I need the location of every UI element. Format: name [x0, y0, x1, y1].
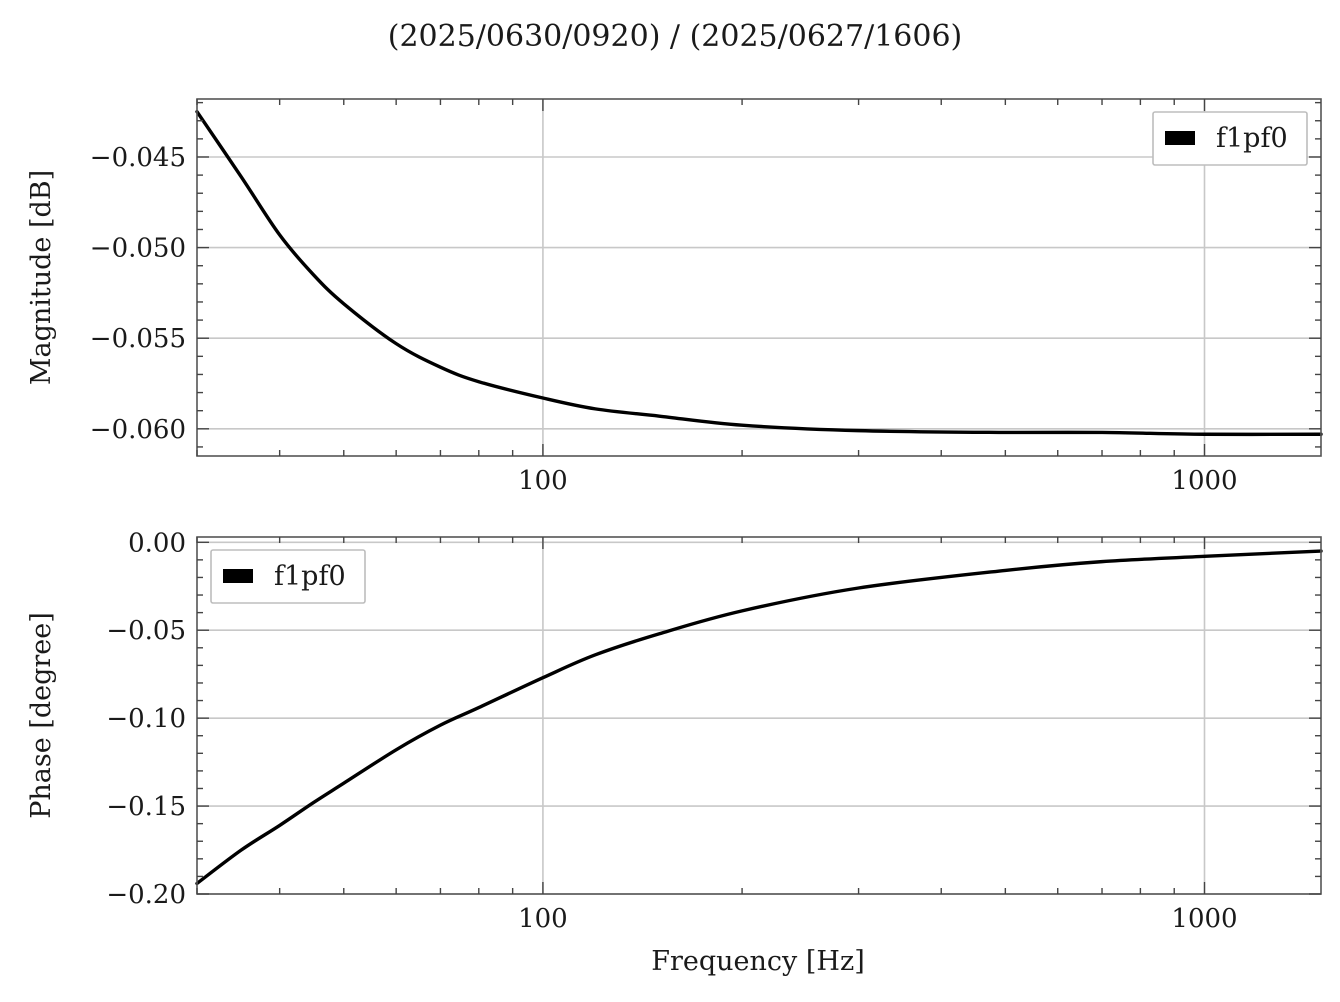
magnitude-x-tick-label: 1000 — [1171, 466, 1237, 496]
magnitude-legend-frame — [1152, 111, 1308, 166]
phase-y-axis-label: Phase [degree] — [26, 612, 57, 819]
phase-legend-label: f1pf0 — [274, 561, 346, 592]
phase-x-tick-label: 1000 — [1171, 904, 1237, 934]
phase-y-tick-label: −0.15 — [106, 792, 186, 822]
phase-axes-frame — [196, 536, 1322, 895]
magnitude-series — [195, 109, 1323, 437]
phase-series-line — [195, 549, 1323, 886]
magnitude-legend-label: f1pf0 — [1216, 123, 1288, 154]
phase-legend-swatch — [223, 569, 253, 583]
phase-legend-frame — [210, 549, 366, 604]
magnitude-y-tick-label: −0.045 — [90, 143, 186, 173]
phase-y-tick-label: −0.20 — [106, 880, 186, 910]
magnitude-y-tick-label: −0.050 — [90, 234, 186, 264]
phase-legend: f1pf0 — [210, 549, 366, 604]
magnitude-y-tick-label: −0.055 — [90, 324, 186, 354]
phase-panel: 100 1000 0.00 −0.05 −0.10 −0.15 −0.20 Phase [d… — [26, 528, 1323, 934]
phase-y-tick-label: 0.00 — [128, 528, 186, 558]
chart-title: (2025/0630/0920) / (2025/0627/1606) — [388, 19, 963, 54]
magnitude-panel: 100 1000 −0.045 −0.050 −0.055 −0.060 Magnitud… — [26, 98, 1323, 496]
magnitude-legend-swatch — [1165, 131, 1195, 145]
magnitude-y-tick-label: −0.060 — [90, 415, 186, 445]
phase-y-tick-label: −0.05 — [106, 616, 186, 646]
magnitude-legend: f1pf0 — [1152, 111, 1308, 166]
phase-series — [195, 549, 1323, 886]
magnitude-series-line — [195, 109, 1323, 437]
phase-x-tick-label: 100 — [518, 904, 568, 934]
magnitude-x-tick-label: 100 — [518, 466, 568, 496]
magnitude-axes-frame — [196, 98, 1322, 457]
x-axis-label: Frequency [Hz] — [651, 946, 864, 977]
magnitude-y-axis-label: Magnitude [dB] — [26, 170, 57, 385]
phase-y-tick-label: −0.10 — [106, 704, 186, 734]
